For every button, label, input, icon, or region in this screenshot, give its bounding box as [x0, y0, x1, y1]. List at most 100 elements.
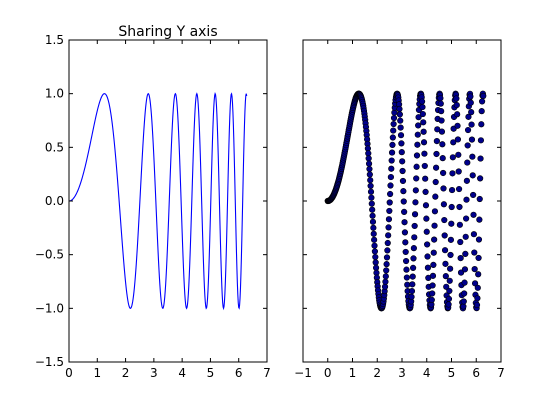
scatter-point — [423, 215, 430, 222]
scatter-point — [457, 255, 464, 262]
scatter-point — [457, 238, 464, 246]
scatter-point — [369, 212, 376, 219]
scatter-point — [386, 207, 393, 215]
right-x-tick-label: 0 — [324, 366, 332, 380]
right-x-tick-label: 7 — [497, 366, 505, 380]
scatter-point — [382, 273, 389, 280]
scatter-point — [456, 221, 463, 228]
scatter-point — [463, 196, 470, 203]
scatter-point — [413, 163, 420, 170]
scatter-point — [412, 199, 419, 206]
scatter-point — [385, 224, 392, 231]
scatter-point — [410, 255, 417, 262]
scatter-point — [420, 128, 427, 135]
scatter-point — [411, 234, 418, 241]
scatter-point — [477, 137, 485, 144]
scatter-point — [409, 281, 416, 288]
scatter-point — [372, 253, 379, 261]
scatter-point — [475, 236, 483, 243]
scatter-point — [442, 273, 449, 280]
left-axes-frame — [68, 39, 268, 363]
left-y-tick-label: −0.5 — [35, 248, 64, 262]
scatter-point — [422, 175, 429, 182]
scatter-point — [457, 269, 465, 276]
scatter-point — [396, 111, 403, 118]
scatter-point — [477, 175, 484, 182]
right-x-tick-label: 1 — [349, 366, 357, 380]
scatter-point — [433, 150, 440, 158]
scatter-point — [429, 282, 436, 289]
scatter-point — [440, 169, 447, 177]
scatter-point — [388, 157, 395, 164]
right-x-tick-label: −1 — [294, 366, 312, 380]
scatter-point — [429, 290, 436, 297]
scatter-point — [415, 122, 422, 129]
scatter-point — [371, 242, 378, 249]
scatter-point — [462, 233, 469, 240]
scatter-point — [464, 159, 471, 166]
scatter-point — [411, 211, 419, 218]
scatter-point — [403, 266, 410, 273]
scatter-point — [449, 154, 456, 161]
left-y-tick-label: −1.5 — [35, 355, 64, 369]
scatter-point — [408, 288, 416, 295]
scatter-point — [371, 236, 378, 243]
right-x-tick-label: 5 — [448, 366, 456, 380]
scatter-point — [412, 187, 419, 194]
scatter-point — [467, 93, 474, 100]
scatter-point — [431, 222, 438, 229]
scatter-point — [382, 278, 389, 285]
scatter-point — [369, 218, 377, 225]
scatter-point — [455, 185, 463, 193]
scatter-point — [471, 266, 478, 273]
scatter-point — [477, 155, 484, 162]
left-x-tick-label: 5 — [207, 366, 215, 380]
scatter-point — [415, 114, 422, 121]
scatter-point — [399, 167, 406, 175]
right-x-ticks: −1 0 1 2 3 4 5 6 7 — [294, 40, 505, 380]
scatter-point — [455, 168, 462, 175]
scatter-point — [399, 158, 406, 165]
scatter-point — [469, 172, 476, 179]
scatter-point — [447, 251, 454, 259]
scatter-point — [410, 264, 417, 272]
left-x-tick-label: 1 — [93, 366, 101, 380]
scatter-point — [398, 149, 405, 156]
left-x-tick-label: 6 — [235, 366, 243, 380]
scatter-point — [478, 98, 486, 105]
scatter-point — [470, 231, 478, 238]
left-x-tick-label: 4 — [178, 366, 186, 380]
scatter-point — [468, 109, 475, 116]
right-x-tick-label: 4 — [423, 366, 431, 380]
right-x-tick-label: 3 — [398, 366, 406, 380]
scatter-point — [387, 190, 394, 198]
scatter-point — [453, 101, 460, 109]
scatter-point — [424, 253, 431, 260]
sine-squared-line — [68, 92, 248, 311]
scatter-point — [468, 121, 475, 128]
scatter-point — [408, 293, 415, 300]
scatter-point — [463, 177, 470, 184]
scatter-point — [438, 108, 445, 115]
scatter-point — [432, 193, 439, 200]
scatter-point — [365, 150, 372, 157]
scatter-point — [476, 195, 483, 203]
scatter-point — [365, 155, 372, 162]
scatter-point — [370, 224, 377, 231]
scatter-point — [396, 105, 403, 113]
left-x-tick-label: 0 — [65, 366, 73, 380]
scatter-point — [441, 232, 448, 239]
scatter-point — [372, 259, 379, 266]
left-x-tick-label: 2 — [122, 366, 130, 380]
scatter-point — [414, 141, 421, 148]
scatter-point — [383, 267, 390, 274]
left-y-ticks: −1.5 −1.0 −0.5 0.0 0.5 1.0 1.5 — [35, 33, 267, 369]
scatter-point — [368, 200, 375, 207]
scatter-point — [476, 216, 483, 223]
scatter-point — [463, 215, 470, 222]
right-axes: −1 0 1 2 3 4 5 6 7 — [294, 39, 505, 380]
scatter-point — [448, 203, 455, 211]
scatter-point — [445, 301, 452, 308]
left-x-tick-label: 3 — [150, 366, 158, 380]
